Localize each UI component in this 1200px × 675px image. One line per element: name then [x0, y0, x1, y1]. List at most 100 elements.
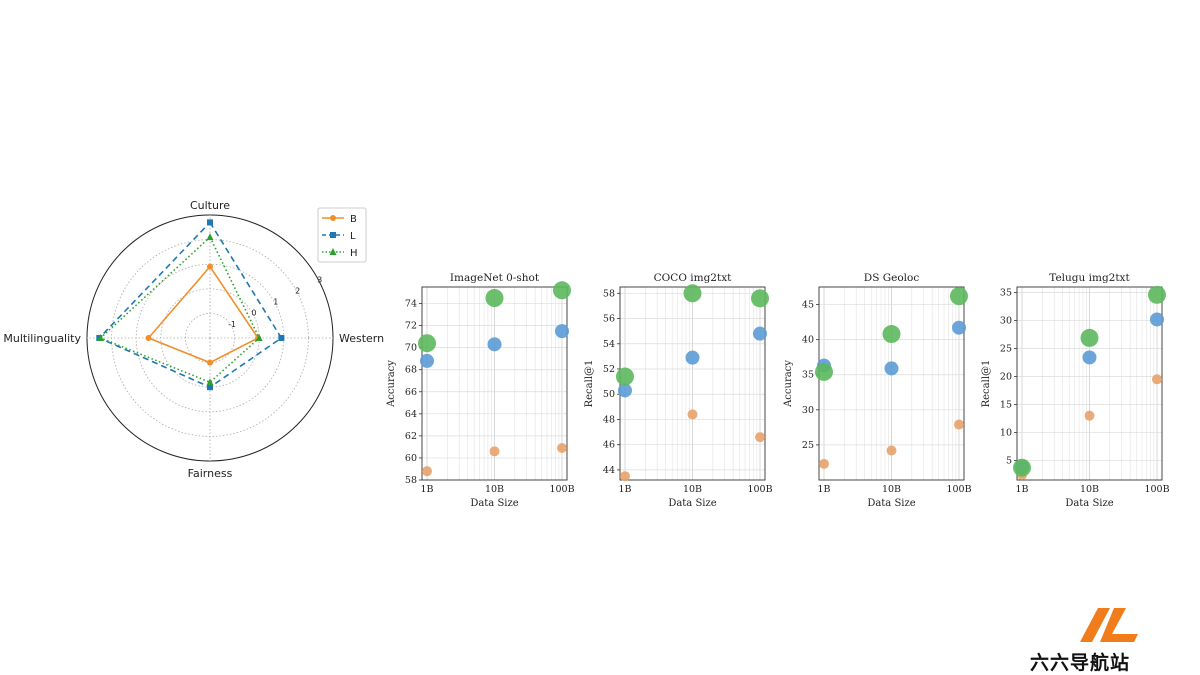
x-tick-label: 1B	[420, 484, 433, 495]
x-tick-label: 100B	[747, 484, 772, 495]
x-tick-label: 1B	[618, 484, 631, 495]
y-tick-label: 35	[802, 370, 814, 381]
data-point-b	[557, 443, 567, 454]
x-tick-label: 10B	[882, 484, 901, 495]
y-tick-label: 52	[603, 364, 615, 375]
radar-tick-label: 3	[317, 275, 322, 284]
radar-point	[255, 334, 263, 341]
radar-point	[207, 384, 213, 391]
chart-title: ImageNet 0-shot	[450, 272, 540, 284]
data-point-h	[1148, 285, 1166, 304]
x-axis-label: Data Size	[867, 498, 915, 509]
y-tick-label: 5	[1006, 455, 1012, 466]
data-point-b	[954, 419, 964, 430]
x-tick-label: 10B	[1080, 484, 1099, 495]
legend-box	[317, 207, 367, 263]
y-tick-label: 56	[603, 314, 615, 325]
radar-point	[97, 334, 105, 341]
y-tick-label: 60	[405, 453, 417, 464]
radar-series-line	[99, 235, 261, 384]
y-tick-label: 25	[802, 440, 814, 451]
y-tick-label: 46	[603, 440, 615, 451]
y-axis-label: Accuracy	[783, 360, 794, 408]
data-point-b	[422, 466, 432, 477]
legend-marker	[330, 232, 336, 238]
y-tick-label: 58	[405, 475, 417, 486]
y-tick-label: 66	[405, 387, 417, 398]
radar-tick-label: 1	[273, 298, 278, 307]
data-point-b	[1152, 374, 1162, 385]
data-point-l	[753, 326, 767, 341]
legend-label: L	[350, 231, 356, 242]
data-point-h	[1013, 458, 1031, 477]
data-point-b	[819, 458, 829, 469]
data-point-l	[420, 353, 434, 368]
data-point-b	[687, 409, 698, 420]
imagenet-scatter-chart: ImageNet 0-shot 1B 10B 100B 58 60 62 64 66 68 70 72…	[386, 272, 575, 509]
radar-chart: -1 0 1 2 3 Culture Western Fairness Multilingual…	[3, 199, 384, 480]
x-axis-label: Data Size	[1065, 498, 1113, 509]
legend-label: H	[350, 248, 358, 259]
x-axis-label: Data Size	[470, 498, 518, 509]
coco-scatter-chart: COCO img2txt 1B 10B 100B 44 46 48 50 52 54 56 58 Dat…	[584, 272, 773, 509]
data-point-l	[487, 337, 502, 352]
data-point-h	[553, 281, 571, 300]
watermark-logo: 六六导航站	[1030, 600, 1180, 675]
y-tick-label: 54	[603, 339, 615, 350]
radar-axis-label: Culture	[190, 199, 230, 212]
chart-title: DS Geoloc	[864, 272, 920, 284]
chart-title: Telugu img2txt	[1049, 272, 1130, 284]
data-point-b	[755, 432, 765, 443]
x-tick-label: 10B	[683, 484, 702, 495]
data-point-h	[683, 284, 702, 303]
radar-point	[207, 263, 213, 270]
data-point-h	[418, 334, 436, 353]
data-point-l	[952, 320, 966, 335]
radar-point	[206, 378, 214, 386]
data-point-l	[1082, 350, 1097, 365]
radar-tick-label: -1	[228, 320, 236, 329]
radar-point	[206, 233, 214, 241]
data-point-h	[882, 325, 901, 344]
data-point-l	[618, 383, 632, 398]
x-tick-label: 100B	[1144, 484, 1169, 495]
radar-axis-label: Fairness	[188, 467, 233, 480]
y-tick-label: 40	[802, 335, 814, 346]
y-tick-label: 70	[405, 343, 417, 354]
radar-point	[278, 335, 285, 341]
legend-marker	[329, 248, 337, 255]
y-tick-label: 35	[1000, 288, 1012, 299]
y-tick-label: 68	[405, 365, 417, 376]
radar-point	[145, 335, 152, 341]
data-point-l	[884, 361, 899, 376]
y-tick-label: 58	[603, 288, 615, 299]
y-tick-label: 45	[802, 300, 814, 311]
y-tick-label: 15	[1000, 399, 1012, 410]
ds-geoloc-scatter-chart: DS Geoloc 1B 10B 100B 25 30 35 40 45 Data Size Acc…	[783, 272, 972, 509]
legend-marker	[330, 215, 336, 221]
watermark-text: 六六导航站	[1030, 652, 1131, 674]
x-tick-label: 1B	[817, 484, 830, 495]
radar-tick-label: 0	[251, 309, 256, 318]
data-point-h	[1080, 328, 1099, 347]
telugu-scatter-chart: Telugu img2txt 1B 10B 100B 5 10 15 20 25 30 35 Data…	[981, 272, 1170, 509]
y-tick-label: 30	[802, 405, 814, 416]
y-tick-label: 74	[405, 299, 417, 310]
data-point-l	[685, 350, 700, 365]
y-axis-label: Recall@1	[584, 360, 595, 408]
y-tick-label: 30	[1000, 316, 1012, 327]
legend-label: B	[350, 214, 357, 225]
radar-axis-label: Western	[339, 332, 384, 345]
data-point-h	[950, 287, 968, 306]
plot-frame	[421, 286, 568, 481]
data-point-b	[620, 471, 630, 482]
x-tick-label: 100B	[946, 484, 971, 495]
plot-frame	[1016, 286, 1163, 481]
data-point-b	[1084, 410, 1095, 421]
y-tick-label: 25	[1000, 344, 1012, 355]
data-point-h	[751, 289, 769, 308]
y-tick-label: 72	[405, 321, 417, 332]
data-point-h	[485, 289, 504, 308]
y-tick-label: 20	[1000, 372, 1012, 383]
y-axis-label: Accuracy	[386, 360, 397, 408]
